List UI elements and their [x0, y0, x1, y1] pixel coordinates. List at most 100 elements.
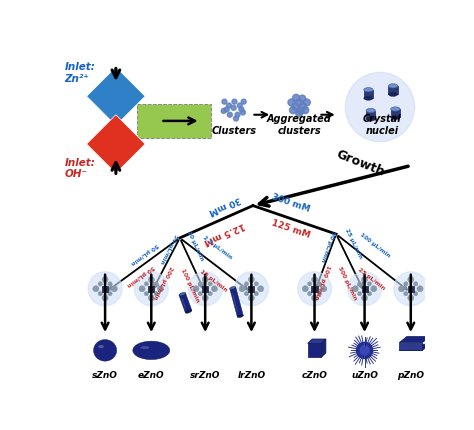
Circle shape	[88, 272, 122, 306]
Circle shape	[367, 292, 372, 296]
Circle shape	[228, 112, 232, 117]
Polygon shape	[87, 67, 145, 126]
Circle shape	[221, 108, 226, 114]
Circle shape	[244, 292, 249, 296]
Ellipse shape	[389, 92, 398, 96]
Ellipse shape	[364, 88, 373, 92]
Circle shape	[239, 286, 245, 292]
Circle shape	[321, 286, 327, 292]
Circle shape	[237, 103, 242, 108]
Circle shape	[239, 107, 244, 112]
Circle shape	[93, 286, 99, 292]
Circle shape	[362, 295, 368, 301]
Circle shape	[188, 272, 222, 306]
Polygon shape	[308, 339, 326, 344]
Ellipse shape	[389, 84, 398, 88]
Ellipse shape	[366, 117, 375, 121]
Ellipse shape	[93, 340, 117, 361]
Circle shape	[302, 107, 309, 114]
Circle shape	[298, 272, 331, 306]
Bar	[102, 286, 108, 292]
Circle shape	[399, 286, 405, 292]
Bar	[364, 90, 373, 98]
Ellipse shape	[182, 297, 186, 310]
Circle shape	[357, 282, 362, 286]
Circle shape	[413, 292, 418, 296]
Circle shape	[240, 110, 246, 115]
Text: 100 pL/min: 100 pL/min	[314, 264, 331, 300]
Circle shape	[198, 282, 202, 286]
Circle shape	[241, 99, 246, 104]
Text: cZnO: cZnO	[301, 371, 328, 380]
Bar	[366, 111, 375, 119]
Circle shape	[98, 292, 102, 296]
Circle shape	[317, 292, 321, 296]
Circle shape	[257, 286, 264, 292]
Bar	[202, 286, 208, 292]
Circle shape	[371, 286, 377, 292]
Ellipse shape	[391, 115, 400, 120]
Polygon shape	[137, 104, 210, 138]
Bar	[179, 293, 192, 313]
Circle shape	[222, 99, 227, 104]
Bar	[308, 344, 321, 357]
Circle shape	[292, 94, 300, 101]
Circle shape	[413, 282, 418, 286]
Ellipse shape	[232, 292, 238, 312]
Ellipse shape	[133, 341, 170, 359]
Circle shape	[290, 107, 296, 114]
Text: pZnO: pZnO	[397, 371, 424, 380]
Polygon shape	[321, 339, 326, 357]
Text: 50 µL/min: 50 µL/min	[158, 233, 178, 264]
Ellipse shape	[364, 96, 373, 100]
Circle shape	[292, 103, 299, 110]
Circle shape	[108, 292, 112, 296]
Circle shape	[148, 295, 155, 301]
Circle shape	[254, 282, 258, 286]
Text: srZnO: srZnO	[190, 371, 220, 380]
Circle shape	[111, 286, 118, 292]
Text: eZnO: eZnO	[138, 371, 164, 380]
Text: 25 µL/min: 25 µL/min	[344, 228, 363, 260]
Text: 25 pL/min: 25 pL/min	[357, 267, 386, 292]
Circle shape	[234, 116, 238, 121]
Bar	[248, 286, 255, 292]
Circle shape	[356, 342, 373, 359]
Circle shape	[202, 295, 208, 301]
Circle shape	[154, 282, 158, 286]
Ellipse shape	[140, 346, 149, 349]
Ellipse shape	[237, 315, 243, 318]
Text: Inlet:
OH⁻: Inlet: OH⁻	[64, 158, 95, 179]
Circle shape	[352, 286, 358, 292]
Polygon shape	[399, 343, 422, 350]
Circle shape	[308, 282, 312, 286]
Text: Clusters: Clusters	[211, 126, 256, 136]
Circle shape	[394, 272, 428, 306]
Circle shape	[139, 286, 145, 292]
Bar	[408, 286, 414, 292]
Circle shape	[303, 99, 310, 106]
Text: uZnO: uZnO	[351, 371, 378, 380]
Text: 15 pL/min: 15 pL/min	[199, 269, 228, 293]
Circle shape	[367, 282, 372, 286]
Circle shape	[231, 105, 236, 110]
Circle shape	[299, 95, 306, 102]
Bar	[311, 286, 318, 292]
Circle shape	[297, 108, 304, 114]
Circle shape	[408, 295, 414, 301]
Circle shape	[102, 276, 108, 283]
Circle shape	[244, 282, 249, 286]
Circle shape	[296, 99, 302, 106]
Text: 300 mM: 300 mM	[270, 192, 311, 214]
Circle shape	[404, 292, 408, 296]
Text: 12.5 mM: 12.5 mM	[202, 220, 246, 246]
Text: 200 µL/min: 200 µL/min	[152, 265, 173, 300]
Circle shape	[408, 276, 414, 283]
Ellipse shape	[179, 292, 185, 296]
Circle shape	[235, 272, 268, 306]
Circle shape	[232, 99, 237, 104]
Bar	[230, 287, 243, 317]
Text: sZnO: sZnO	[92, 371, 118, 380]
Text: Inlet:
Zn²⁺: Inlet: Zn²⁺	[64, 62, 95, 84]
Bar	[389, 86, 398, 94]
